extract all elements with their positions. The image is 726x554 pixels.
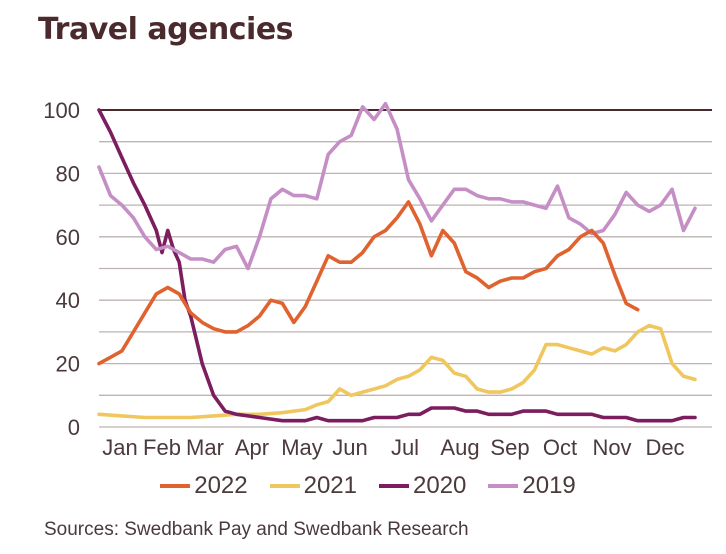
legend-label: 2022 [194,472,248,499]
y-axis-ticks: 0 20 40 60 80 100 [43,98,80,440]
y-tick-label: 20 [56,352,80,377]
legend-item-2021: 2021 [269,472,357,500]
gridlines [99,109,712,428]
y-tick-label: 100 [43,98,80,123]
x-tick-label: Dec [645,435,684,460]
x-tick-label: Aug [440,435,479,460]
legend-swatch [379,484,409,488]
legend-label: 2021 [303,472,357,499]
series-line-2022-tail [567,228,640,312]
series-line-2022 [97,200,571,366]
legend-item-2022: 2022 [160,472,248,500]
legend-swatch [269,484,300,488]
series-line-2020 [97,108,697,423]
source-note: Sources: Swedbank Pay and Swedbank Resea… [44,519,469,540]
x-tick-label: Sep [490,435,529,460]
x-tick-label: Feb [143,435,181,460]
series-line-2021 [97,323,697,420]
x-axis-ticks: Jan Feb Mar Apr May Jun Jul Aug Sep Oct Nov Dec [102,435,684,460]
legend-item-2019: 2019 [488,472,576,500]
legend: 2022 2021 2020 2019 [0,472,726,500]
y-tick-label: 60 [56,225,80,250]
legend-item-2020: 2020 [379,472,466,500]
legend-label: 2020 [413,472,467,499]
y-tick-label: 40 [56,288,80,313]
x-tick-label: Jan [102,435,137,460]
y-tick-label: 80 [56,161,80,186]
x-tick-label: Apr [235,435,269,460]
x-tick-label: Jun [332,435,367,460]
legend-label: 2019 [522,472,576,499]
x-tick-label: Mar [186,435,224,460]
legend-swatch [488,484,519,488]
x-tick-label: Oct [543,435,577,460]
x-tick-label: Jul [391,435,419,460]
legend-swatch [160,484,191,488]
x-tick-label: May [281,435,323,460]
x-tick-label: Nov [592,435,631,460]
y-tick-label: 0 [68,415,80,440]
series-line-2019 [97,101,697,271]
chart-title: Travel agencies [38,12,294,47]
series-lines [97,101,697,423]
